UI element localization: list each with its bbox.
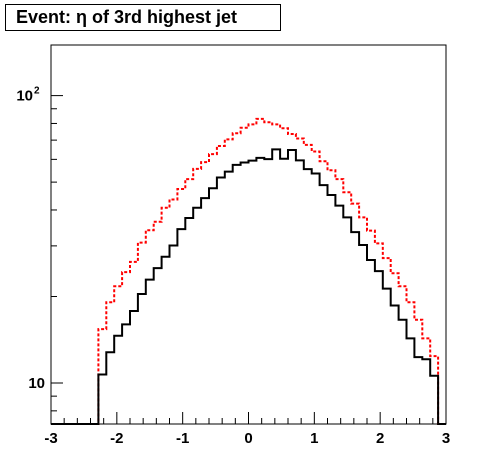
x-tick-label: 2 [376,430,384,447]
y-tick-exponent: 2 [34,86,40,97]
histogram-red-dashed [51,117,446,425]
x-tick-label: 1 [310,430,318,447]
histogram-black-solid [51,148,446,425]
x-tick-label: 0 [244,430,252,447]
x-tick-label: -2 [110,430,123,447]
plot-frame [50,44,447,425]
x-tick-label: -1 [176,430,189,447]
y-tick-label: 10 [16,88,33,105]
chart-title: Event: η of 3rd highest jet [5,4,281,31]
y-tick-label: 10 [28,375,45,392]
x-tick-label: 3 [442,430,450,447]
x-tick-label: -3 [44,430,57,447]
